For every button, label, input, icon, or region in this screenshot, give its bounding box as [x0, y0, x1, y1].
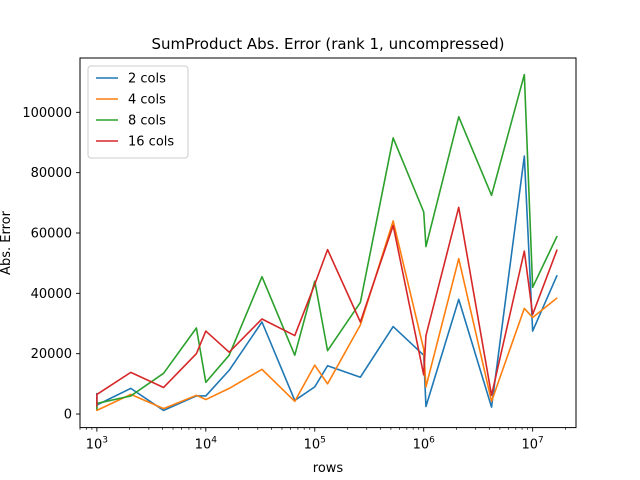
- y-tick-label: 20000: [31, 347, 72, 362]
- y-axis-label: Abs. Error: [0, 210, 14, 275]
- x-axis-label: rows: [313, 461, 344, 476]
- y-tick-label: 100000: [22, 106, 72, 121]
- y-tick-label: 60000: [31, 226, 72, 241]
- y-tick-label: 80000: [31, 166, 72, 181]
- legend-label: 16 cols: [128, 135, 174, 150]
- series-line-4: [96, 206, 558, 407]
- series-line-1: [96, 155, 558, 412]
- legend-label: 8 cols: [128, 114, 166, 129]
- x-tick-exponent: 6: [429, 436, 435, 446]
- legend-label: 2 cols: [128, 72, 166, 87]
- y-tick-label: 0: [64, 408, 72, 423]
- series-line-2: [96, 220, 558, 412]
- x-tick-exponent: 5: [320, 436, 326, 446]
- series-line-3: [96, 73, 558, 410]
- x-tick-exponent: 4: [211, 436, 217, 446]
- x-tick-exponent: 3: [102, 436, 108, 446]
- y-tick-label: 40000: [31, 287, 72, 302]
- legend-box: [87, 65, 189, 159]
- chart-title: SumProduct Abs. Error (rank 1, uncompres…: [152, 35, 505, 53]
- legend-label: 4 cols: [128, 93, 166, 108]
- plot-frame: [79, 57, 577, 429]
- x-tick-exponent: 7: [538, 436, 544, 446]
